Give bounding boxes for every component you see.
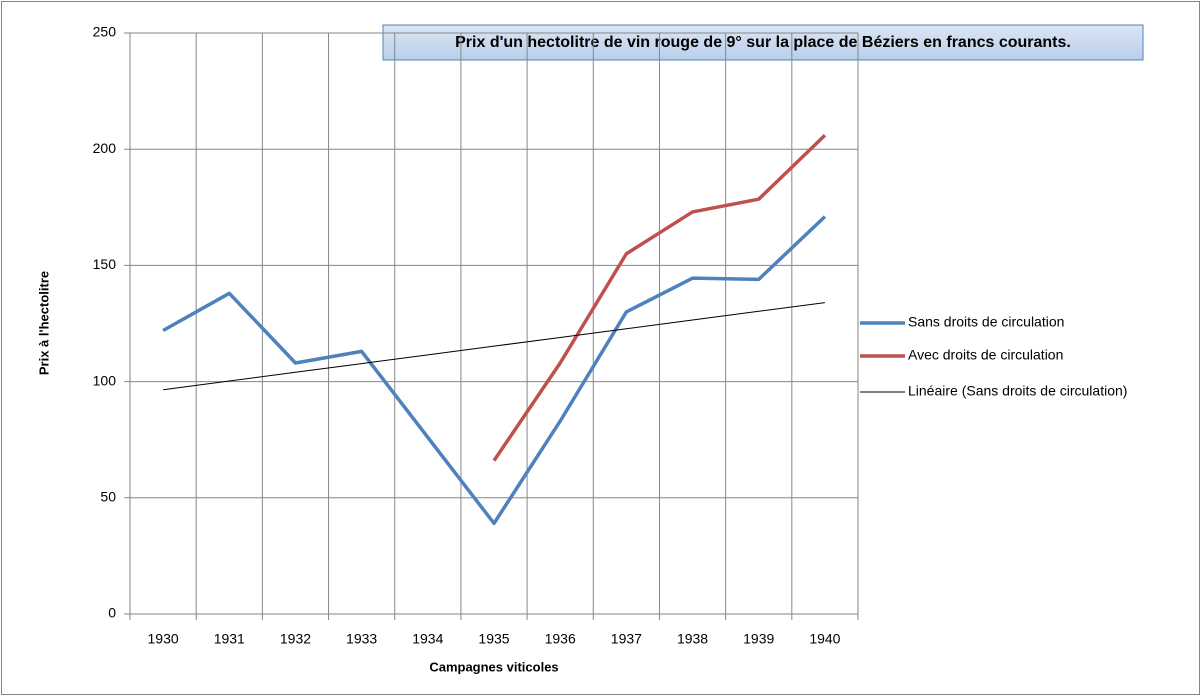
y-axis-label: Prix à l'hectolitre: [36, 271, 51, 375]
y-tick-label: 0: [108, 605, 116, 621]
series-line: [163, 302, 825, 391]
x-tick-label: 1937: [611, 631, 642, 647]
chart-title: Prix d'un hectolitre de vin rouge de 9° …: [455, 34, 1071, 51]
x-axis-label: Campagnes viticoles: [429, 659, 558, 674]
x-tick-label: 1939: [743, 631, 774, 647]
x-tick-label: 1930: [148, 631, 179, 647]
x-tick-label: 1933: [346, 631, 377, 647]
x-tick-label: 1934: [412, 631, 443, 647]
x-tick-label: 1931: [214, 631, 245, 647]
y-tick-label: 100: [93, 372, 117, 388]
y-tick-label: 50: [100, 489, 116, 505]
x-tick-label: 1932: [280, 631, 311, 647]
y-tick-label: 150: [93, 256, 117, 272]
title-box: [382, 24, 1144, 61]
x-tick-label: 1940: [809, 631, 840, 647]
y-tick-label: 250: [93, 24, 117, 40]
legend-label: Sans droits de circulation: [908, 314, 1064, 330]
series-line: [492, 133, 827, 462]
y-tick-label: 200: [93, 140, 117, 156]
x-tick-label: 1935: [478, 631, 509, 647]
x-tick-label: 1936: [545, 631, 576, 647]
x-tick-label: 1938: [677, 631, 708, 647]
series-line: [162, 215, 827, 526]
legend-label: Linéaire (Sans droits de circulation): [908, 383, 1127, 399]
legend-label: Avec droits de circulation: [908, 347, 1063, 363]
